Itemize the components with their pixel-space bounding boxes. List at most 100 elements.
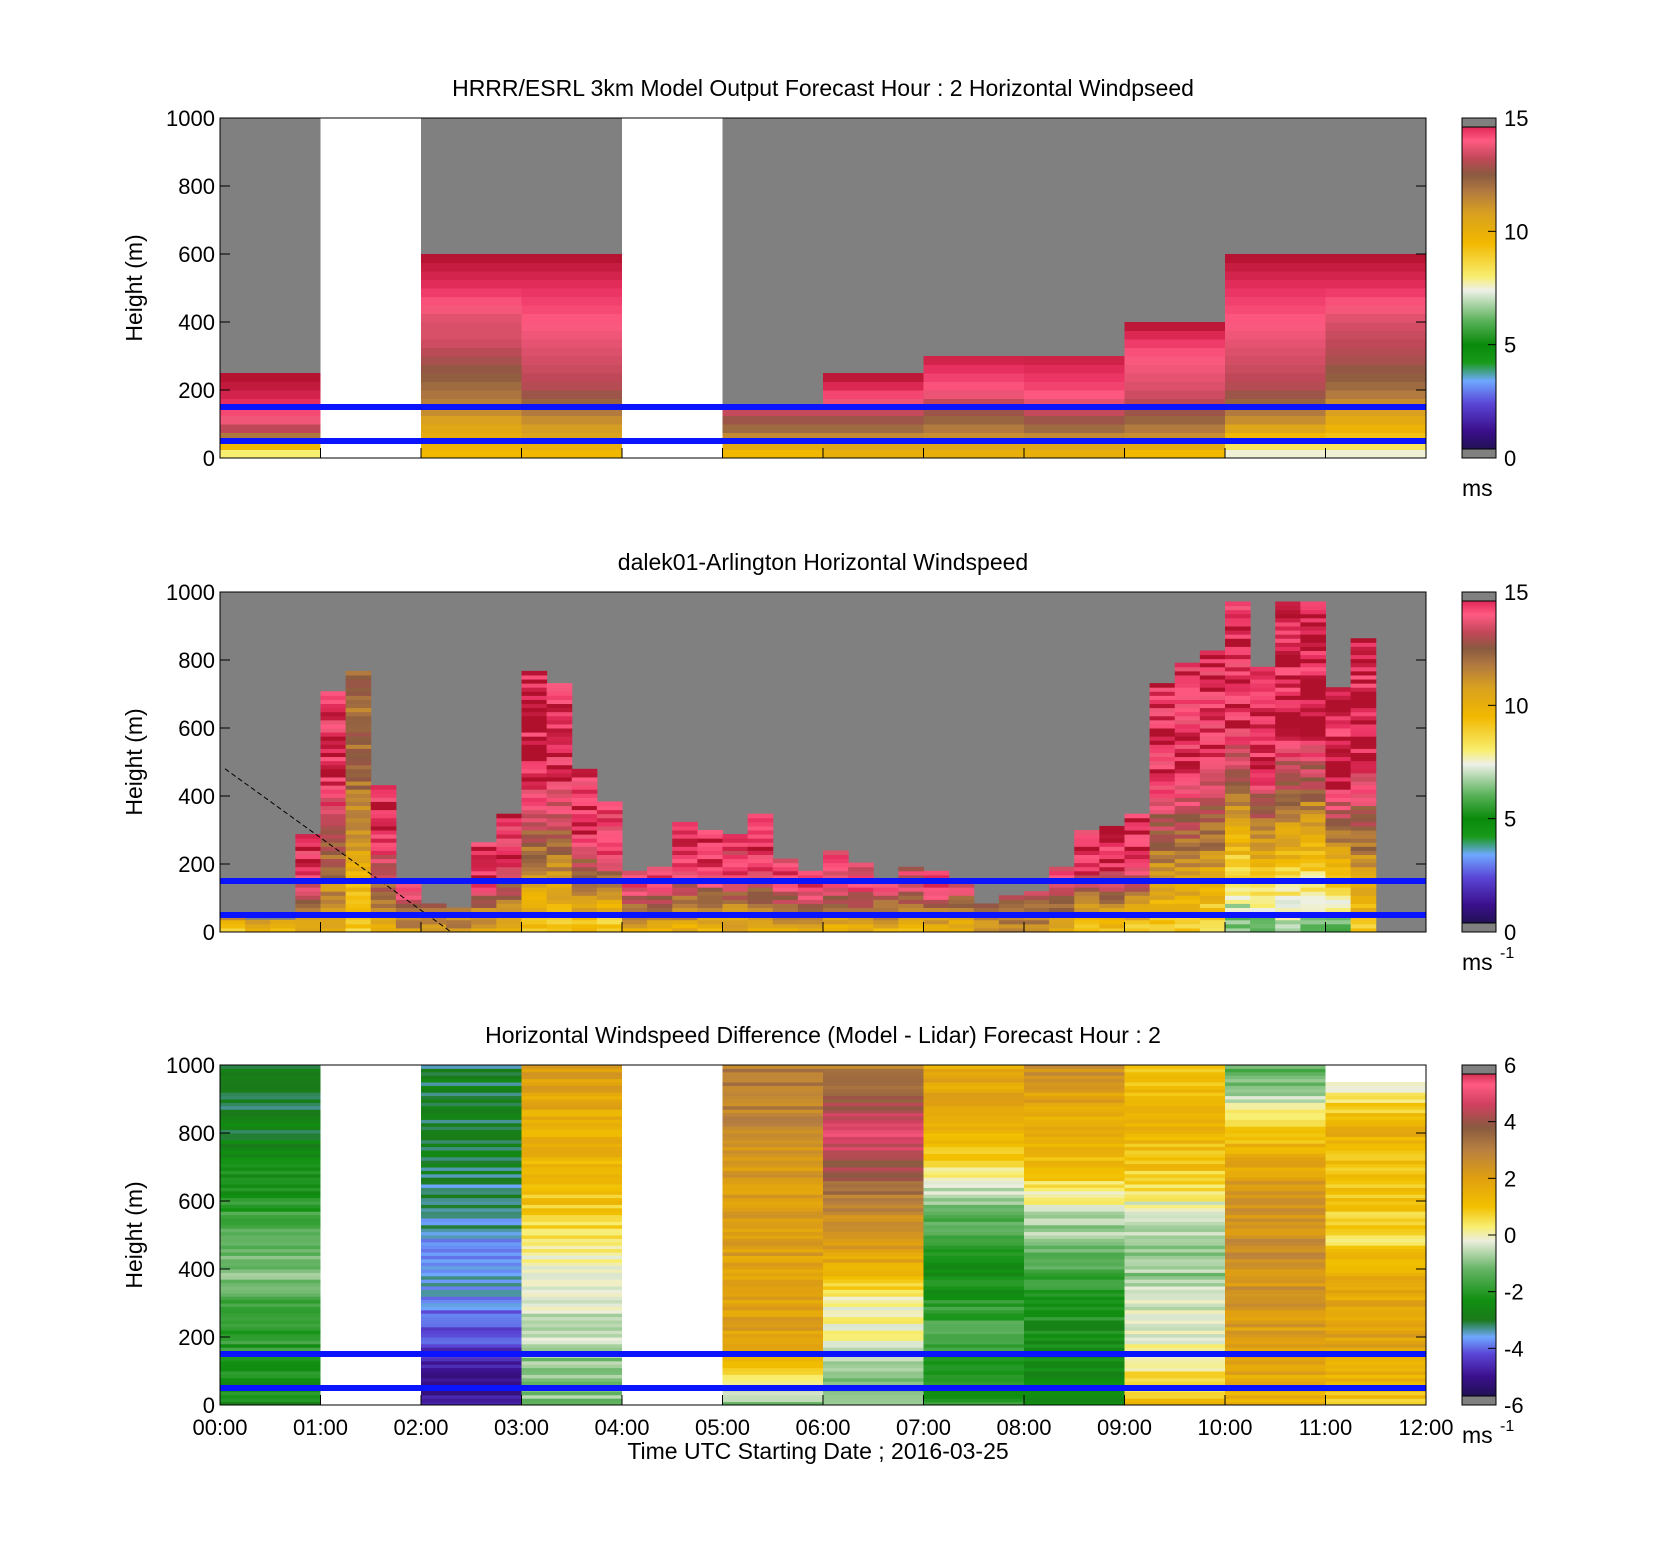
heatmap-cell	[923, 1228, 1024, 1233]
heatmap-cell	[923, 373, 1024, 382]
heatmap-cell	[546, 719, 573, 725]
heatmap-cell	[1174, 768, 1201, 774]
heatmap-cell	[722, 1296, 823, 1301]
heatmap-cell	[697, 870, 723, 876]
heatmap-cell	[1300, 874, 1326, 880]
heatmap-cell	[220, 1071, 321, 1076]
heatmap-cell	[1225, 1296, 1326, 1301]
heatmap-cell	[747, 887, 774, 892]
heatmap-cell	[722, 1272, 823, 1277]
heatmap-cell	[370, 789, 397, 794]
heatmap-cell	[1124, 854, 1151, 860]
heatmap-cell	[1124, 870, 1151, 876]
heatmap-cell	[923, 1279, 1024, 1284]
heatmap-cell	[1124, 373, 1225, 382]
heatmap-cell	[1325, 1252, 1426, 1256]
heatmap-cell	[496, 821, 522, 827]
heatmap-cell	[1350, 642, 1377, 647]
heatmap-cell	[220, 1316, 321, 1321]
heatmap-cell	[1199, 658, 1226, 664]
heatmap-cell	[1325, 1133, 1426, 1137]
heatmap-cell	[421, 1296, 522, 1301]
heatmap-cell	[320, 719, 347, 725]
heatmap-cell	[1124, 390, 1225, 399]
heatmap-cell	[722, 1116, 823, 1120]
heatmap-cell	[722, 1139, 823, 1144]
heatmap-cell	[1350, 662, 1377, 668]
heatmap-cell	[823, 1272, 924, 1277]
heatmap-cell	[1350, 654, 1377, 660]
heatmap-cell	[1275, 695, 1301, 700]
heatmap-cell	[220, 1187, 321, 1192]
heatmap-cell	[923, 432, 1024, 442]
heatmap-cell	[672, 830, 698, 835]
heatmap-cell	[1300, 719, 1326, 725]
heatmap-cell	[571, 866, 598, 872]
heatmap-cell	[1250, 760, 1276, 766]
heatmap-cell	[1174, 707, 1201, 713]
heatmap-cell	[1074, 891, 1100, 896]
heatmap-cell	[1024, 407, 1125, 416]
heatmap-cell	[1099, 923, 1125, 929]
heatmap-cell	[1275, 670, 1301, 676]
heatmap-cell	[1124, 1306, 1225, 1311]
heatmap-cell	[521, 919, 548, 925]
heatmap-cell	[1325, 907, 1352, 913]
heatmap-cell	[697, 866, 723, 872]
heatmap-cell	[722, 1364, 823, 1369]
heatmap-cell	[747, 858, 774, 864]
heatmap-cell	[1300, 723, 1326, 729]
heatmap-cell	[220, 1401, 321, 1406]
heatmap-cell	[220, 1211, 321, 1216]
heatmap-cell	[546, 923, 573, 929]
heatmap-cell	[571, 772, 598, 778]
heatmap-cell	[1325, 1303, 1426, 1307]
colorbar-tick-label: 0	[1504, 446, 1516, 471]
heatmap-cell	[1024, 1235, 1125, 1239]
heatmap-cell	[1124, 1167, 1225, 1171]
heatmap-cell	[1300, 699, 1326, 705]
heatmap-cell	[923, 1286, 1024, 1290]
heatmap-cell	[747, 907, 774, 913]
heatmap-cell	[1199, 805, 1226, 811]
colorbar-tick-label: 0	[1504, 1223, 1516, 1248]
heatmap-cell	[1325, 1204, 1426, 1209]
heatmap-cell	[1225, 1269, 1326, 1273]
heatmap-cell	[1199, 830, 1226, 835]
heatmap-cell	[1099, 907, 1125, 913]
heatmap-cell	[220, 1153, 321, 1158]
heatmap-cell	[1325, 1085, 1426, 1090]
heatmap-cell	[1350, 813, 1377, 819]
heatmap-cell	[823, 1347, 924, 1352]
heatmap-cell	[1124, 424, 1225, 433]
heatmap-cell	[772, 858, 799, 864]
heatmap-cell	[345, 903, 372, 909]
heatmap-cell	[1325, 1343, 1426, 1348]
heatmap-cell	[848, 891, 874, 896]
colorbar-tick-label: -6	[1504, 1393, 1524, 1418]
heatmap-cell	[1024, 1252, 1125, 1256]
heatmap-cell	[1325, 1296, 1426, 1301]
heatmap-cell	[1225, 715, 1251, 721]
heatmap-cell	[1225, 1150, 1326, 1154]
heatmap-cell	[421, 1187, 522, 1192]
heatmap-cell	[1325, 723, 1352, 729]
heatmap-cell	[1074, 919, 1100, 925]
heatmap-cell	[421, 903, 447, 909]
heatmap-cell	[898, 874, 924, 880]
heatmap-cell	[1300, 617, 1326, 623]
heatmap-cell	[1300, 776, 1326, 782]
heatmap-cell	[923, 1153, 1024, 1158]
heatmap-cell	[1325, 1272, 1426, 1277]
heatmap-cell	[220, 1262, 321, 1267]
heatmap-cell	[923, 1218, 1024, 1222]
heatmap-cell	[521, 927, 548, 933]
heatmap-cell	[220, 1194, 321, 1199]
heatmap-cell	[1350, 638, 1377, 643]
heatmap-cell	[546, 723, 573, 729]
heatmap-cell	[1350, 670, 1377, 676]
heatmap-cell	[923, 1197, 1024, 1202]
heatmap-cell	[722, 1269, 823, 1273]
heatmap-cell	[1275, 744, 1301, 749]
heatmap-cell	[1325, 1248, 1426, 1253]
